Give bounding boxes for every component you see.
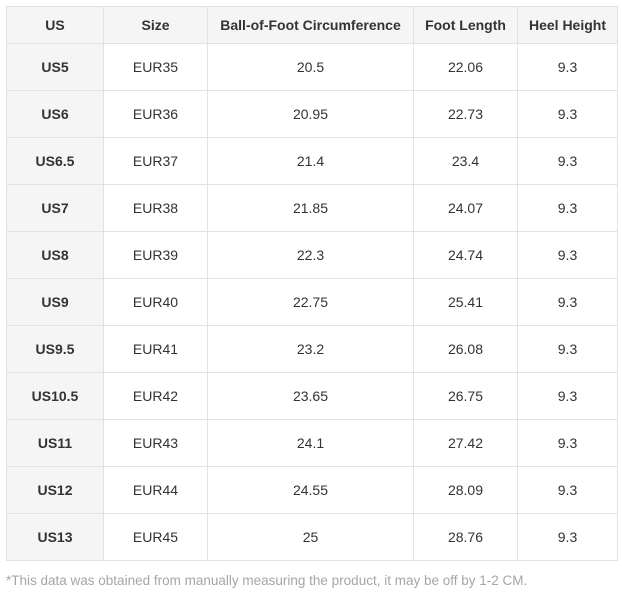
data-cell: EUR35 bbox=[103, 43, 208, 91]
data-cell: 9.3 bbox=[517, 137, 618, 185]
data-cell: 26.75 bbox=[413, 372, 518, 420]
data-cell: 22.3 bbox=[207, 231, 414, 279]
row-header-cell: US6.5 bbox=[6, 137, 104, 185]
table-row: US9.5 EUR41 23.2 26.08 9.3 bbox=[6, 325, 618, 373]
row-header-cell: US11 bbox=[6, 419, 104, 467]
data-cell: EUR40 bbox=[103, 278, 208, 326]
data-cell: 26.08 bbox=[413, 325, 518, 373]
data-cell: 25.41 bbox=[413, 278, 518, 326]
data-cell: EUR39 bbox=[103, 231, 208, 279]
data-cell: 9.3 bbox=[517, 278, 618, 326]
size-chart-table: US Size Ball-of-Foot Circumference Foot Len… bbox=[6, 6, 618, 561]
row-header-cell: US7 bbox=[6, 184, 104, 232]
data-cell: 21.85 bbox=[207, 184, 414, 232]
data-cell: 23.4 bbox=[413, 137, 518, 185]
row-header-cell: US5 bbox=[6, 43, 104, 91]
data-cell: 24.55 bbox=[207, 466, 414, 514]
table-row: US11 EUR43 24.1 27.42 9.3 bbox=[6, 419, 618, 467]
data-cell: 9.3 bbox=[517, 419, 618, 467]
data-cell: EUR42 bbox=[103, 372, 208, 420]
data-cell: 25 bbox=[207, 513, 414, 561]
data-cell: 23.2 bbox=[207, 325, 414, 373]
data-cell: EUR36 bbox=[103, 90, 208, 138]
table-row: US9 EUR40 22.75 25.41 9.3 bbox=[6, 278, 618, 326]
data-cell: 24.74 bbox=[413, 231, 518, 279]
table-row: US6.5 EUR37 21.4 23.4 9.3 bbox=[6, 137, 618, 185]
data-cell: EUR37 bbox=[103, 137, 208, 185]
row-header-cell: US12 bbox=[6, 466, 104, 514]
data-cell: EUR41 bbox=[103, 325, 208, 373]
table-row: US13 EUR45 25 28.76 9.3 bbox=[6, 513, 618, 561]
table-row: US8 EUR39 22.3 24.74 9.3 bbox=[6, 231, 618, 279]
row-header-cell: US9.5 bbox=[6, 325, 104, 373]
data-cell: 9.3 bbox=[517, 325, 618, 373]
table-row: US6 EUR36 20.95 22.73 9.3 bbox=[6, 90, 618, 138]
data-cell: 9.3 bbox=[517, 184, 618, 232]
data-cell: 23.65 bbox=[207, 372, 414, 420]
data-cell: EUR44 bbox=[103, 466, 208, 514]
row-header-cell: US10.5 bbox=[6, 372, 104, 420]
data-cell: 28.09 bbox=[413, 466, 518, 514]
data-cell: 27.42 bbox=[413, 419, 518, 467]
column-header: Heel Height bbox=[517, 6, 618, 44]
data-cell: EUR43 bbox=[103, 419, 208, 467]
data-cell: 22.06 bbox=[413, 43, 518, 91]
table-row: US10.5 EUR42 23.65 26.75 9.3 bbox=[6, 372, 618, 420]
table-row: US12 EUR44 24.55 28.09 9.3 bbox=[6, 466, 618, 514]
data-cell: 9.3 bbox=[517, 231, 618, 279]
column-header: US bbox=[6, 6, 104, 44]
row-header-cell: US13 bbox=[6, 513, 104, 561]
data-cell: EUR38 bbox=[103, 184, 208, 232]
data-cell: 20.5 bbox=[207, 43, 414, 91]
data-cell: 24.07 bbox=[413, 184, 518, 232]
data-cell: 22.75 bbox=[207, 278, 414, 326]
data-cell: 9.3 bbox=[517, 513, 618, 561]
header-row: US Size Ball-of-Foot Circumference Foot Len… bbox=[6, 6, 618, 44]
data-cell: EUR45 bbox=[103, 513, 208, 561]
data-cell: 9.3 bbox=[517, 43, 618, 91]
data-cell: 20.95 bbox=[207, 90, 414, 138]
data-cell: 24.1 bbox=[207, 419, 414, 467]
table-header: US Size Ball-of-Foot Circumference Foot Len… bbox=[6, 6, 618, 44]
row-header-cell: US8 bbox=[6, 231, 104, 279]
data-cell: 9.3 bbox=[517, 466, 618, 514]
data-cell: 9.3 bbox=[517, 372, 618, 420]
data-cell: 9.3 bbox=[517, 90, 618, 138]
column-header: Size bbox=[103, 6, 208, 44]
table-row: US5 EUR35 20.5 22.06 9.3 bbox=[6, 43, 618, 91]
row-header-cell: US9 bbox=[6, 278, 104, 326]
data-cell: 28.76 bbox=[413, 513, 518, 561]
table-row: US7 EUR38 21.85 24.07 9.3 bbox=[6, 184, 618, 232]
column-header: Ball-of-Foot Circumference bbox=[207, 6, 414, 44]
data-cell: 22.73 bbox=[413, 90, 518, 138]
table-body: US5 EUR35 20.5 22.06 9.3 US6 EUR36 20.95 22.73 9.… bbox=[6, 43, 618, 561]
measurement-disclaimer: *This data was obtained from manually me… bbox=[6, 573, 528, 588]
column-header: Foot Length bbox=[413, 6, 518, 44]
row-header-cell: US6 bbox=[6, 90, 104, 138]
data-cell: 21.4 bbox=[207, 137, 414, 185]
